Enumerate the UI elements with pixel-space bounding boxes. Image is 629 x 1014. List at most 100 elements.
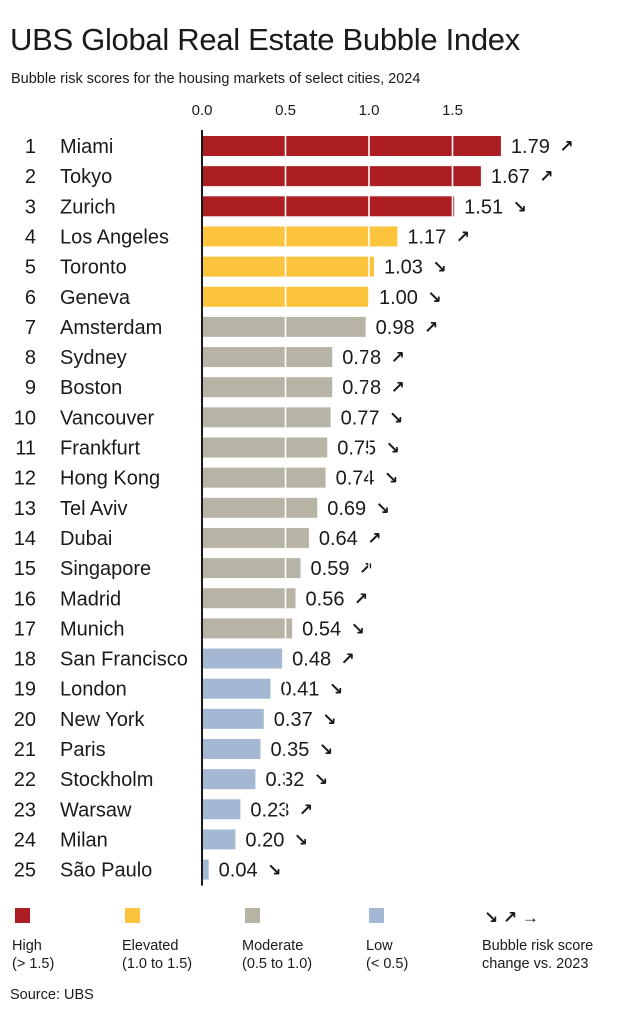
legend-low: Low (< 0.5): [366, 908, 408, 972]
rank-label: 16: [14, 588, 36, 610]
change-arrow-icon: ↗: [359, 559, 373, 578]
legend-high-swatch: [15, 908, 30, 923]
chart-subtitle: Bubble risk scores for the housing marke…: [11, 71, 421, 87]
value-label: 0.54: [302, 618, 341, 640]
legend-elevated-label: Elevated: [122, 938, 179, 954]
legend-change-line2: change vs. 2023: [482, 956, 589, 972]
change-arrow-icon: ↗: [367, 529, 381, 548]
rank-label: 24: [14, 829, 36, 851]
city-label: Miami: [60, 136, 113, 158]
change-arrow-icon: ↗: [354, 589, 368, 608]
rank-label: 23: [14, 799, 36, 821]
legend-moderate-range: (0.5 to 1.0): [242, 956, 313, 972]
value-label: 0.59: [311, 558, 350, 580]
change-arrow-icon: ↗: [559, 137, 573, 156]
rank-label: 9: [25, 377, 36, 399]
legend-elevated: Elevated (1.0 to 1.5): [122, 908, 192, 972]
bar: [202, 316, 366, 337]
bar: [202, 859, 209, 880]
legend-low-swatch: [369, 908, 384, 923]
city-label: New York: [60, 709, 145, 731]
legend-low-label: Low: [366, 938, 393, 954]
value-label: 0.04: [219, 860, 258, 882]
value-label: 0.78: [342, 377, 381, 399]
city-label: Milan: [60, 829, 108, 851]
city-label: Tel Aviv: [60, 498, 127, 520]
city-label: Sydney: [60, 347, 127, 369]
city-label: Geneva: [60, 287, 131, 309]
rank-label: 20: [14, 709, 36, 731]
city-label: Zurich: [60, 196, 116, 218]
change-arrow-icon: ↘: [513, 197, 527, 216]
value-label: 0.41: [280, 679, 319, 701]
change-arrow-icon: ↗: [539, 167, 553, 186]
city-label: Dubai: [60, 528, 112, 550]
change-arrow-icon: ↗: [391, 348, 405, 367]
value-label: 0.69: [327, 498, 366, 520]
change-arrow-icon: ↘: [376, 499, 390, 518]
value-label: 1.03: [384, 257, 423, 279]
change-arrow-icon: ↘: [384, 469, 398, 488]
bar: [202, 377, 333, 398]
change-arrow-icon: ↘: [432, 258, 446, 277]
city-label: Munich: [60, 618, 124, 640]
rank-label: 1: [25, 136, 36, 158]
value-label: 1.67: [491, 166, 530, 188]
rank-label: 13: [14, 498, 36, 520]
city-label: Tokyo: [60, 166, 112, 188]
rank-label: 5: [25, 257, 36, 279]
rank-label: 25: [14, 860, 36, 882]
value-label: 0.98: [376, 317, 415, 339]
change-arrow-icon: ↘: [389, 408, 403, 427]
city-label: Warsaw: [60, 799, 132, 821]
bar: [202, 588, 296, 609]
city-label: Toronto: [60, 257, 127, 279]
value-label: 0.37: [274, 709, 313, 731]
source-note: Source: UBS: [10, 987, 94, 1003]
rank-label: 4: [25, 226, 36, 248]
change-arrow-icon: ↗: [391, 378, 405, 397]
bar: [202, 739, 261, 759]
x-tick-label: 1.0: [359, 102, 380, 119]
legend-change-line1: Bubble risk score: [482, 938, 594, 954]
change-arrow-icon: ↘: [294, 830, 308, 849]
value-label: 0.48: [292, 649, 331, 671]
city-label: Vancouver: [60, 407, 154, 429]
bar: [202, 708, 264, 729]
rank-label: 19: [14, 679, 36, 701]
city-label: Boston: [60, 377, 122, 399]
legend-moderate-label: Moderate: [242, 938, 304, 954]
rank-label: 18: [14, 649, 36, 671]
value-label: 0.35: [270, 739, 309, 761]
change-arrow-icon: ↘: [329, 680, 343, 699]
city-label: Paris: [60, 739, 106, 761]
rank-label: 8: [25, 347, 36, 369]
bar: [202, 769, 256, 790]
bar: [202, 136, 501, 156]
rank-label: 22: [14, 769, 36, 791]
rank-label: 7: [25, 317, 36, 339]
bar: [202, 256, 375, 277]
rank-label: 3: [25, 196, 36, 218]
city-label: Amsterdam: [60, 317, 162, 339]
bar: [202, 648, 283, 669]
bar: [202, 497, 318, 518]
change-arrow-icon: ↗: [299, 800, 313, 819]
change-arrow-icon: ↗: [456, 227, 470, 246]
bar: [202, 558, 301, 579]
change-arrow-icon: ↘: [322, 710, 336, 729]
value-label: 0.75: [337, 438, 376, 460]
legend-elevated-swatch: [125, 908, 140, 923]
change-arrow-icon: ↗: [341, 650, 355, 669]
city-label: Hong Kong: [60, 468, 160, 490]
bar: [202, 799, 241, 820]
x-tick-label: 0.0: [192, 102, 213, 119]
city-label: Madrid: [60, 588, 121, 610]
chart-title: UBS Global Real Estate Bubble Index: [10, 22, 520, 57]
change-arrow-icon: ↘: [427, 288, 441, 307]
value-label: 0.56: [306, 588, 345, 610]
rank-label: 11: [15, 438, 36, 460]
legend-moderate: Moderate (0.5 to 1.0): [242, 908, 312, 972]
legend-high-range: (> 1.5): [12, 956, 55, 972]
bar: [202, 829, 236, 850]
